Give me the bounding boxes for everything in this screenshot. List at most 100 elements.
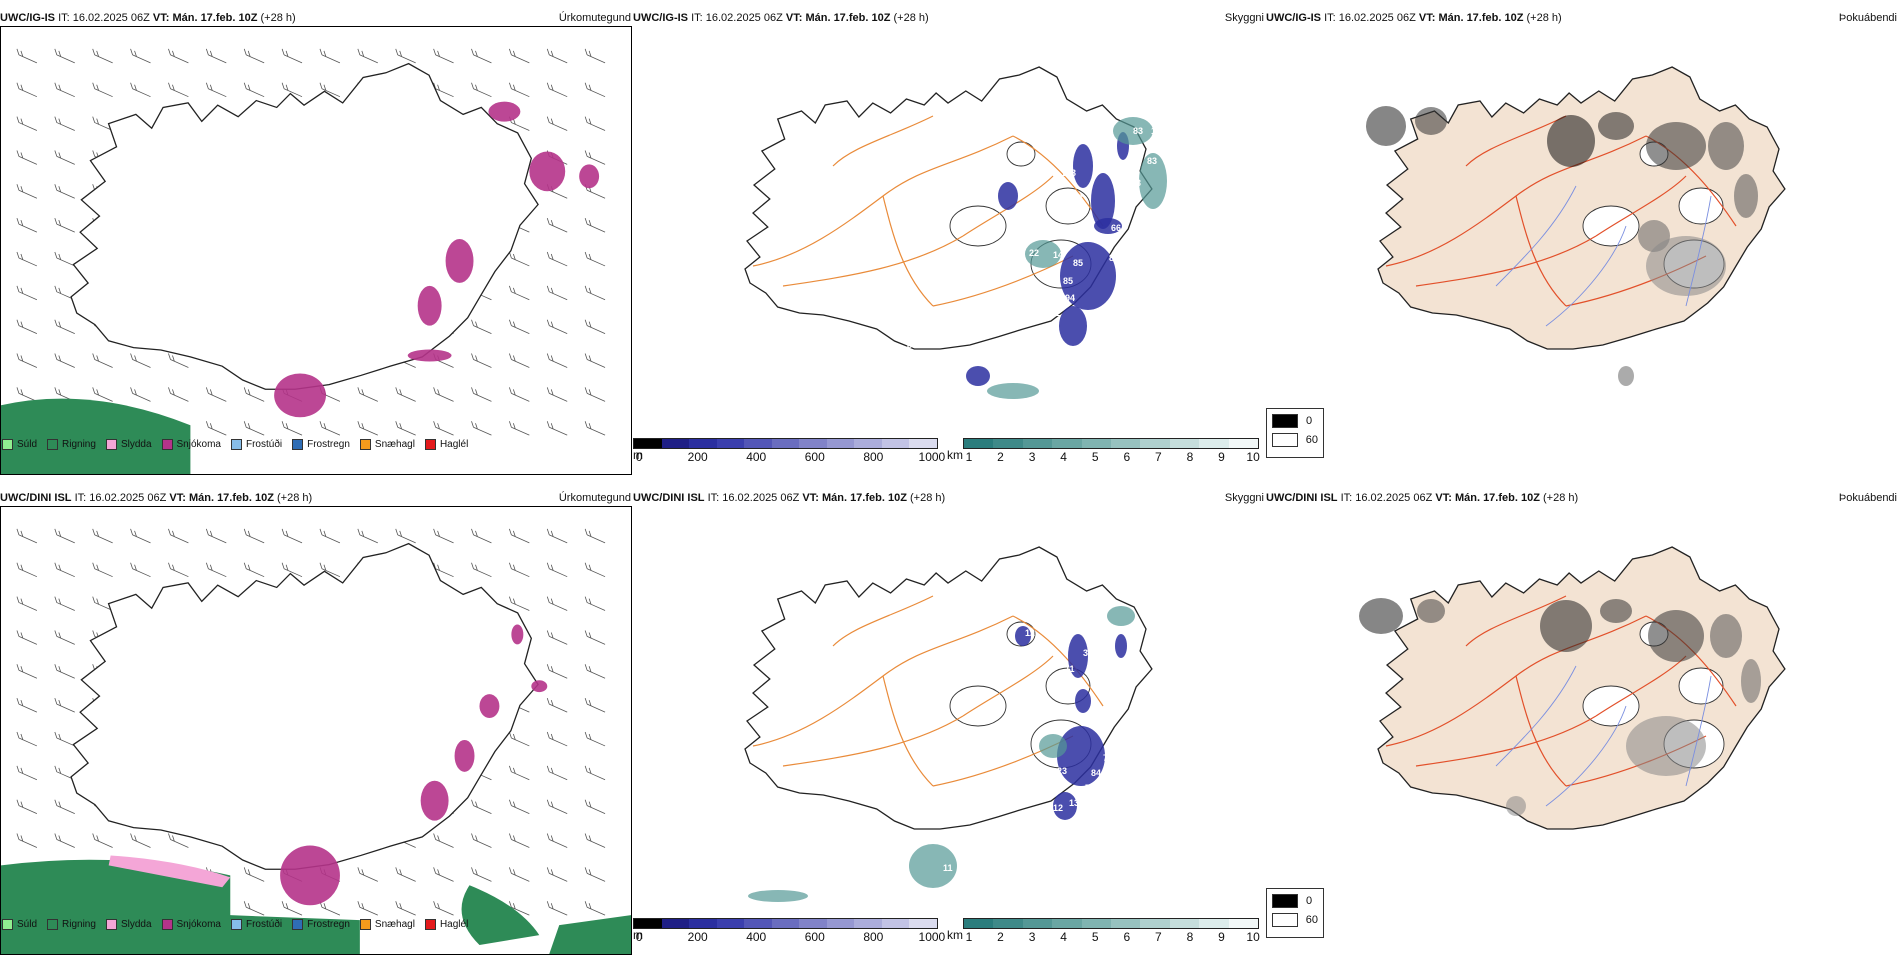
legend-item: Slydda xyxy=(105,918,152,930)
visibility-map[interactable]: 12 32 11 87 75 84 74 23 13 12 11 xyxy=(633,506,1266,911)
legend-swatch xyxy=(105,438,117,450)
fog-legend-swatch xyxy=(1272,913,1298,927)
colorbar-swatch xyxy=(689,439,717,448)
fog-index-area xyxy=(1646,122,1706,170)
wind-barb xyxy=(546,664,568,679)
wind-barb xyxy=(319,421,341,436)
precip-map[interactable] xyxy=(0,506,632,955)
wind-barb xyxy=(546,765,568,781)
legend-item: Súld xyxy=(2,438,37,450)
river xyxy=(1685,195,1712,307)
colorbar-tick: 10 xyxy=(1246,930,1260,944)
colorbar-tick: 8 xyxy=(1186,930,1194,944)
wind-barb xyxy=(546,596,568,611)
visibility-label: 12 xyxy=(1051,308,1061,318)
fog-index-area xyxy=(1600,599,1632,623)
legend-item: Snjókoma xyxy=(161,918,221,930)
wind-barb xyxy=(471,833,492,848)
wind-barb xyxy=(319,901,341,916)
colorbar-tick: 3 xyxy=(1028,930,1036,944)
legend-label: Frostregn xyxy=(307,918,350,930)
precip-map[interactable] xyxy=(0,26,632,475)
visibility-label: 11 xyxy=(1065,664,1075,674)
road xyxy=(1465,115,1567,167)
panel-title: Úrkomutegund xyxy=(558,492,631,504)
wind-barb xyxy=(546,630,568,645)
visibility-label: 183 xyxy=(1061,168,1076,178)
wind-barb xyxy=(395,421,416,436)
visibility-label: 22 xyxy=(1029,248,1039,258)
wind-barb xyxy=(546,218,568,233)
low-visibility-area xyxy=(1059,306,1087,346)
colorbar-swatch xyxy=(1199,919,1229,928)
lead-time: (+28 h) xyxy=(910,492,946,504)
panel-header: UWC/DINI ISL IT: 16.02.2025 06Z VT: Mán.… xyxy=(1266,490,1899,506)
wind-barb xyxy=(54,218,75,233)
snow-area xyxy=(420,780,449,821)
fog-index-area xyxy=(1626,716,1706,776)
wind-barb xyxy=(16,799,38,814)
visibility-map[interactable]: 185 83 129 83 183 83 66 14 83 85 85 94 12 83 88 22 13 xyxy=(633,26,1266,431)
wind-barb xyxy=(509,48,530,64)
wind-barb xyxy=(509,765,530,781)
fog-map[interactable] xyxy=(1266,26,1899,431)
road xyxy=(1595,655,1687,717)
fog-legend: 0 60 xyxy=(1266,408,1324,458)
fog-index-area xyxy=(1366,106,1406,146)
colorbar-swatch xyxy=(799,919,827,928)
river xyxy=(1545,705,1627,807)
wind-barb xyxy=(16,562,38,578)
wind-barb xyxy=(584,82,606,98)
model-name: UWC/IG-IS xyxy=(633,12,688,24)
wind-barb xyxy=(319,48,341,64)
colorbar-km-ticks: 1 2 3 4 5 6 7 8 9 10 xyxy=(963,929,1260,944)
reduced-visibility-area xyxy=(987,383,1039,399)
wind-barb xyxy=(168,528,189,544)
wind-barb xyxy=(243,901,265,916)
wind-barb xyxy=(205,387,227,402)
glacier-outline xyxy=(1045,187,1091,225)
wind-barb xyxy=(584,116,606,131)
rain-area xyxy=(1,859,360,954)
colorbar-swatch xyxy=(1111,919,1141,928)
glacier-outline xyxy=(1006,141,1036,167)
wind-barb xyxy=(54,48,75,64)
wind-barb xyxy=(281,528,303,544)
fog-index-area xyxy=(1741,659,1761,703)
legend-label: Frostúði xyxy=(245,918,283,930)
colorbar-swatch xyxy=(771,919,800,928)
legend-swatch xyxy=(47,918,59,930)
colorbar-m-unit: m xyxy=(633,928,643,942)
map-canvas xyxy=(1,528,631,954)
legend-label: Snæhagl xyxy=(374,438,415,450)
wind-barb xyxy=(243,528,265,544)
wind-barb xyxy=(205,528,227,544)
legend-swatch xyxy=(161,918,173,930)
colorbar-swatch xyxy=(1169,919,1200,928)
fog-map[interactable] xyxy=(1266,506,1899,911)
fog-index-area xyxy=(1646,236,1726,296)
lead-time: (+28 h) xyxy=(1543,492,1579,504)
visibility-label: 83 xyxy=(1131,178,1141,188)
low-visibility-area xyxy=(1015,626,1031,646)
colorbar-tick: 5 xyxy=(1091,450,1099,464)
legend-swatch xyxy=(230,918,242,930)
visibility-label: 32 xyxy=(1083,648,1093,658)
reduced-visibility-area xyxy=(748,890,808,902)
wind-barb xyxy=(546,833,568,848)
wind-barb xyxy=(546,562,568,578)
wind-barb xyxy=(584,528,606,544)
visibility-label: 12 xyxy=(1025,628,1035,638)
wind-barb xyxy=(546,901,568,916)
legend-item: Haglél xyxy=(424,438,468,450)
panel-header: UWC/IG-IS IT: 16.02.2025 06Z VT: Mán. 17… xyxy=(633,10,1266,26)
legend-label: Snjókoma xyxy=(176,438,221,450)
colorbar-m-swatches xyxy=(633,438,938,449)
lead-time: (+28 h) xyxy=(260,12,296,24)
wind-barb xyxy=(54,116,75,131)
wind-barb xyxy=(509,562,530,578)
wind-barb xyxy=(584,799,606,814)
wind-barb xyxy=(584,765,606,781)
visibility-label: 83 xyxy=(1109,253,1119,263)
colorbar-m-unit: m xyxy=(633,448,643,462)
